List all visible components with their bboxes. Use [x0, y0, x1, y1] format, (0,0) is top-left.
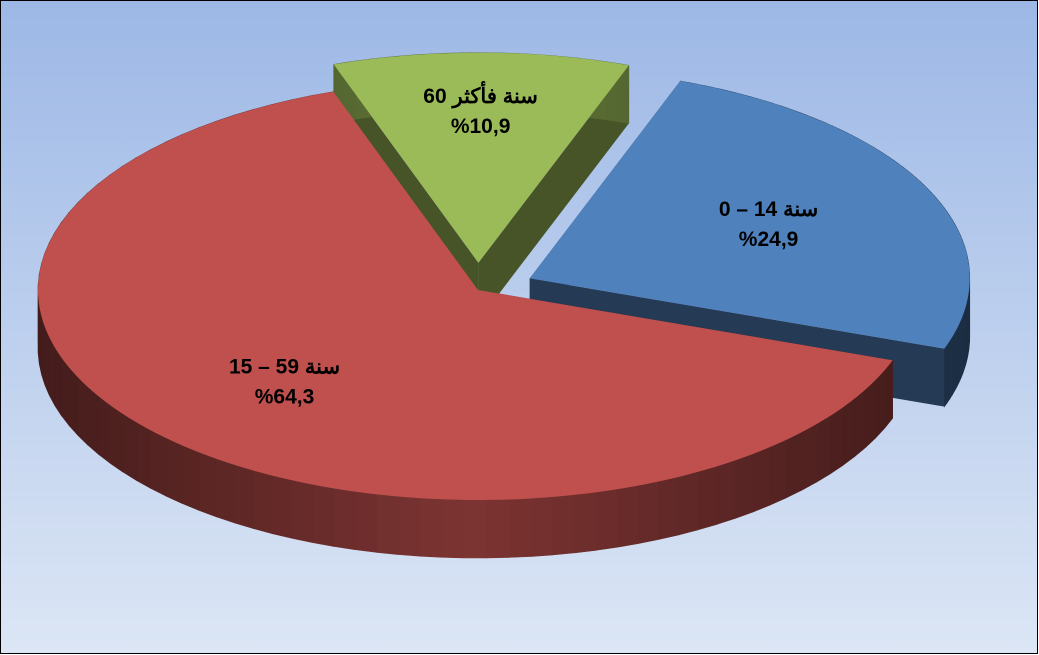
slice-wall: [595, 488, 618, 551]
slice-wall: [842, 397, 856, 467]
slice-wall: [485, 499, 509, 559]
slice-wall: [135, 421, 151, 489]
slice-wall: [884, 359, 893, 430]
slice-value-label: %64,3: [255, 385, 315, 408]
slice-wall: [478, 65, 629, 321]
slice-wall: [215, 458, 235, 524]
slice-wall: [181, 444, 200, 511]
slice-wall: [312, 484, 334, 547]
slice-wall: [198, 451, 217, 518]
slice-wall: [122, 413, 137, 481]
slice-wall: [944, 343, 948, 408]
slice-wall: [272, 475, 293, 539]
slice-wall: [354, 491, 377, 553]
slice-wall: [954, 328, 958, 392]
slice-wall: [637, 481, 659, 545]
slice-wall: [41, 316, 46, 386]
slice-label: 60 سنة فأكثر: [423, 80, 538, 109]
slice-wall: [463, 499, 487, 559]
slice-wall: [949, 335, 953, 400]
slice-wall: [61, 356, 70, 427]
slice-wall: [87, 386, 99, 455]
slice-wall: [829, 406, 844, 475]
slice: [333, 52, 629, 263]
slice-wall: [68, 366, 79, 437]
slice-wall: [375, 493, 399, 555]
slice-value-label: %24,9: [739, 228, 799, 251]
slice-wall: [801, 423, 817, 491]
slice-wall: [234, 464, 254, 529]
slice-wall: [44, 326, 50, 396]
slice-wall: [697, 465, 718, 531]
slice-wall: [441, 498, 465, 559]
slice: [529, 81, 970, 349]
slice-wall: [769, 439, 787, 506]
slice-value-label: %10,9: [451, 115, 511, 138]
slice-wall: [508, 498, 531, 558]
slice-wall: [54, 346, 62, 417]
slice-wall: [77, 376, 88, 446]
slice-wall: [397, 496, 421, 557]
slice-wall: [616, 485, 639, 548]
slice-wall: [785, 431, 802, 499]
slice-wall: [658, 476, 679, 540]
slice-wall: [150, 429, 167, 497]
slice-wall: [49, 337, 56, 406]
slice-wall: [951, 331, 955, 397]
slice-wall: [625, 64, 630, 124]
slice-wall: [573, 491, 597, 554]
slice-label: 0 – 14 سنة: [719, 198, 818, 221]
slice-wall: [292, 480, 314, 544]
slice-wall: [946, 339, 951, 404]
slice-wall: [252, 470, 273, 535]
slice-wall: [854, 388, 866, 458]
slice-wall: [109, 404, 124, 473]
slice-label: 15 – 59 سنة: [229, 355, 340, 378]
slice-wall: [552, 494, 575, 556]
slice-wall: [678, 471, 699, 536]
slice-wall: [752, 446, 771, 513]
slice-wall: [815, 415, 831, 483]
slice-wall: [419, 497, 443, 558]
slice-wall: [734, 453, 754, 519]
slice-wall: [98, 395, 111, 464]
slice-wall: [865, 379, 876, 449]
slice-wall: [716, 459, 736, 525]
slice-wall: [875, 369, 885, 439]
slice-wall: [165, 437, 183, 504]
slice-wall: [530, 496, 553, 557]
slice-wall: [333, 488, 356, 550]
slice: [38, 91, 893, 500]
